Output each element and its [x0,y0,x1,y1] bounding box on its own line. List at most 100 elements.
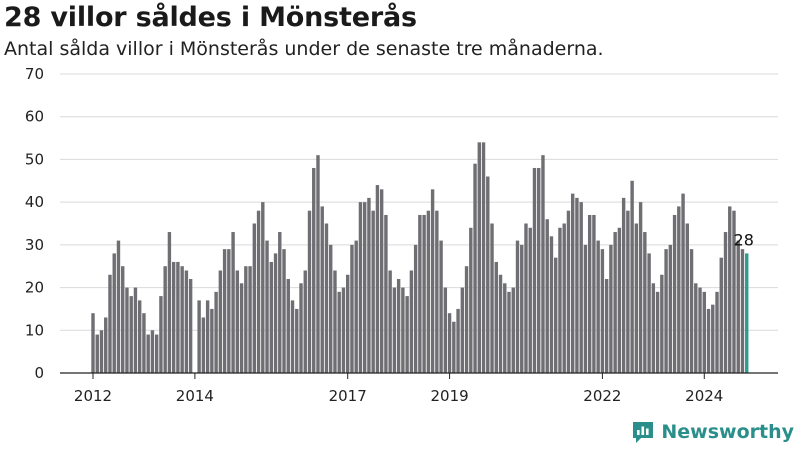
x-tick-label: 2017 [329,387,367,405]
bar [532,167,537,373]
bar [375,185,380,373]
bar [227,249,231,373]
bar [154,334,159,373]
bar [545,219,549,373]
bar [638,202,643,373]
bar [210,308,214,373]
bar [469,227,473,373]
bar [222,249,227,373]
bar [312,167,316,373]
bar [379,189,384,373]
bar [507,291,511,373]
bar [401,287,405,373]
bar [435,210,439,373]
bar [558,227,562,373]
bar [142,313,146,373]
bar [447,313,452,373]
bar [609,244,613,373]
bar [647,253,651,373]
bar [282,249,286,373]
y-tick-label: 30 [25,236,44,254]
bar [367,197,371,373]
bar [269,261,273,373]
bar [706,308,711,373]
bar [732,210,736,373]
bar [278,232,282,373]
bar [409,270,414,373]
bar [541,155,545,373]
bar [715,291,719,373]
bar [121,266,125,373]
x-tick-label: 2024 [685,387,723,405]
newsworthy-brand[interactable]: Newsworthy [631,420,794,444]
bar [299,283,303,373]
bar [171,261,176,373]
bar [346,274,350,373]
bar [621,197,626,373]
bar [592,214,596,373]
bar [490,223,494,373]
bar [371,210,375,373]
bar [685,223,689,373]
bar [473,163,477,373]
bar [333,270,337,373]
bar [736,240,740,373]
bar [239,283,244,373]
bar [329,244,333,373]
bar [116,240,121,373]
bar [672,214,677,373]
bar [740,249,745,373]
bar [112,253,116,373]
bar [163,266,167,373]
bar [689,249,694,373]
bar [630,180,634,373]
y-tick-label: 40 [25,193,44,211]
bar [235,270,240,373]
bar [439,240,443,373]
bar [477,142,481,373]
bar [244,266,248,373]
bar [197,300,201,373]
bar [494,261,498,373]
bar [91,313,95,373]
bar [388,270,392,373]
bar [579,202,583,373]
bar [337,291,341,373]
bar [426,210,431,373]
bar [248,266,252,373]
bar [184,270,189,373]
bar [324,223,329,373]
bar [660,274,664,373]
bar [562,223,566,373]
bar [723,232,728,373]
axes: 0 10 20 30 40 50 60 70 2012 2014 2017 2019 2022 2024 [25,65,778,405]
bar [617,227,622,373]
newsworthy-logo-icon [633,422,654,443]
bar [537,167,541,373]
bar [341,287,346,373]
y-tick-label: 60 [25,108,44,126]
bar [108,274,112,373]
y-tick-label: 70 [25,65,44,83]
bar [231,232,235,373]
bar [133,287,138,373]
bar [600,249,605,373]
bar [167,232,172,373]
bar [273,253,278,373]
bar [452,321,456,373]
bar [303,270,307,373]
bar [286,279,290,373]
bar [104,317,108,373]
bar [354,240,358,373]
bar [295,308,299,373]
bar [418,214,422,373]
bar [129,296,133,373]
bar [95,334,99,373]
bar [549,236,554,373]
bar [651,283,656,373]
bar [159,296,163,373]
bar [307,210,312,373]
bar [430,189,435,373]
chart-subtitle: Antal sålda villor i Mönsterås under de … [4,38,604,60]
bar [643,232,647,373]
